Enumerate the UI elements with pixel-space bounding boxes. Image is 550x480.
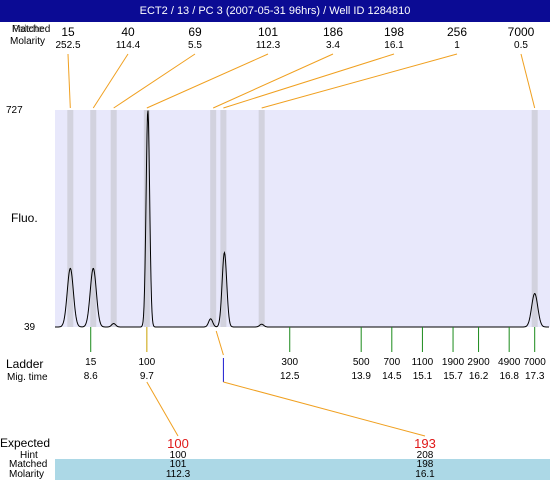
ladder-size-label: 1900 [441,357,465,368]
ladder-size-label: 500 [352,357,370,368]
molarity-row-label: Molarity [10,36,46,47]
matched-peak-size: 186 [322,25,344,39]
ladder-size-label: 15 [85,357,97,368]
matched-peak-size: 101 [257,25,279,39]
ladder-time-label: 15.7 [443,371,463,382]
matched-peak-size: 7000 [507,25,535,39]
y-min-tick-label: 39 [24,322,36,333]
mig-time-row-label: Mig. time [7,372,48,383]
matched-peak-leader [146,53,269,109]
matched-row-band [55,459,550,470]
matched-peak-band [220,110,227,327]
ladder-size-label: 7000 [523,357,546,368]
hint-value: 208 [416,450,434,461]
ladder-time-label: 17.3 [524,371,545,382]
ladder-time-label: 15.1 [412,371,433,382]
matched-peak-size: 40 [121,25,135,39]
matched-peak-molarity: 0.5 [514,40,528,51]
matched-peak-leader [223,53,395,109]
matched-peak-band [110,110,117,327]
matched-peak-leader [261,53,458,109]
matched-peak-size: 69 [188,25,202,39]
ladder-size-label: 300 [281,357,299,368]
expected-row-label: Expected [0,436,51,450]
matched-peak-leader [520,53,536,109]
matched-peak-size: 198 [383,25,405,39]
matched-peak-leader [67,53,71,109]
ladder-size-label: 100 [138,357,156,368]
ladder-time-label: 13.9 [351,371,371,382]
molarity-value: 112.3 [165,469,191,480]
y-axis-label: Fluo. [11,211,38,225]
matched-peak-leader [92,53,129,109]
matched-row-label: Matched [12,24,51,35]
ladder-time-label: 12.5 [280,371,300,382]
y-max-tick-label: 727 [6,105,23,116]
sample-tick-leader [215,330,224,356]
matched-peak-band [90,110,97,327]
ladder-row-label: Ladder [6,357,44,371]
expected-leader [223,381,426,437]
matched-peak-size: 15 [61,25,75,39]
fluorescence-trace [55,110,549,328]
hint-row-label: Hint [20,450,38,461]
ladder-time-label: 14.5 [382,371,402,382]
ladder-size-label: 1100 [411,357,434,368]
hint-value: 100 [169,450,187,461]
matched-peak-molarity: 3.4 [326,40,340,51]
matched-peak-leader [212,53,334,109]
expected-leader [146,381,179,437]
ladder-time-label: 8.6 [83,371,98,382]
expected-value: 193 [414,436,436,451]
ladder-time-label: 16.8 [499,371,519,382]
ladder-size-label: 2900 [467,357,490,368]
matched-value: 101 [169,459,187,470]
matched-peak-band [258,110,265,327]
ladder-size-label: 4900 [498,357,521,368]
molarity-value: 16.1 [415,469,435,480]
matched-peak-molarity: 1 [454,40,460,51]
matched-peak-molarity: 114.4 [115,40,141,51]
matched-peak-molarity: 252.5 [55,40,81,51]
matched-value: 198 [416,459,434,470]
molarity-row-band [55,470,550,480]
window-title: ECT2 / 13 / PC 3 (2007-05-31 96hrs) / We… [139,5,411,17]
matched-peak-molarity: 112.3 [255,40,281,51]
matched-table-row-label: Matched [9,459,48,470]
ladder-time-label: 16.2 [468,371,489,382]
expected-value: 100 [167,436,189,451]
ladder-time-label: 9.7 [139,371,154,382]
molarity-table-row-label: Molarity [9,469,45,480]
matched-peak-molarity: 5.5 [188,40,202,51]
plot-area [55,110,550,327]
ladder-size-label: 700 [383,357,401,368]
matched-peak-band [210,110,217,327]
matched-peak-band [143,110,150,327]
palette-overlap-label: Palette [12,24,44,35]
matched-peak-size: 256 [446,25,468,39]
matched-peak-band [67,110,74,327]
matched-peak-molarity: 16.1 [384,40,404,51]
title-bar: ECT2 / 13 / PC 3 (2007-05-31 96hrs) / We… [0,0,550,22]
matched-peak-band [531,110,538,327]
matched-peak-leader [113,53,196,109]
